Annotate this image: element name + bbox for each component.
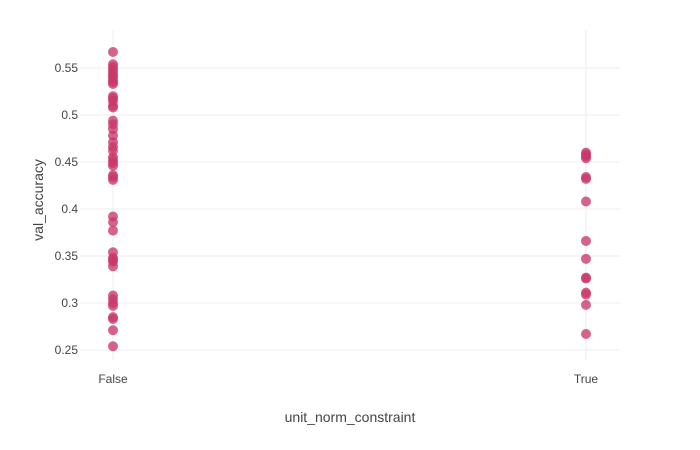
- y-tick-label-3: 0.4: [61, 202, 78, 216]
- y-tick-label-0: 0.25: [55, 343, 79, 357]
- data-point: [581, 153, 591, 164]
- data-point: [108, 300, 118, 311]
- data-point: [108, 261, 118, 272]
- data-point: [581, 273, 591, 284]
- data-point: [108, 102, 118, 113]
- y-tick-label-4: 0.45: [55, 155, 79, 169]
- data-point: [108, 160, 118, 171]
- data-point: [108, 47, 118, 58]
- data-point: [108, 174, 118, 185]
- y-tick-label-1: 0.3: [61, 296, 78, 310]
- x-tick-labels: False True: [98, 372, 598, 386]
- data-point: [108, 217, 118, 228]
- x-axis-title: unit_norm_constraint: [285, 409, 416, 425]
- data-point: [108, 313, 118, 324]
- data-point: [581, 329, 591, 340]
- y-tick-label-6: 0.55: [55, 61, 79, 75]
- x-tick-label-false: False: [98, 372, 128, 386]
- data-point: [581, 289, 591, 300]
- data-point: [581, 235, 591, 246]
- data-point: [581, 196, 591, 207]
- data-points: [108, 47, 591, 352]
- data-point: [581, 253, 591, 264]
- data-point: [108, 78, 118, 89]
- y-tick-label-2: 0.35: [55, 249, 79, 263]
- data-point: [108, 325, 118, 336]
- data-point: [581, 173, 591, 184]
- data-point: [108, 341, 118, 352]
- y-tick-labels: 0.25 0.3 0.35 0.4 0.45 0.5 0.55: [55, 61, 79, 357]
- data-point: [108, 225, 118, 236]
- y-tick-label-5: 0.5: [61, 108, 78, 122]
- y-axis-title: val_accuracy: [30, 159, 46, 241]
- data-point: [581, 299, 591, 310]
- gridlines: [80, 30, 620, 360]
- x-tick-label-true: True: [574, 372, 599, 386]
